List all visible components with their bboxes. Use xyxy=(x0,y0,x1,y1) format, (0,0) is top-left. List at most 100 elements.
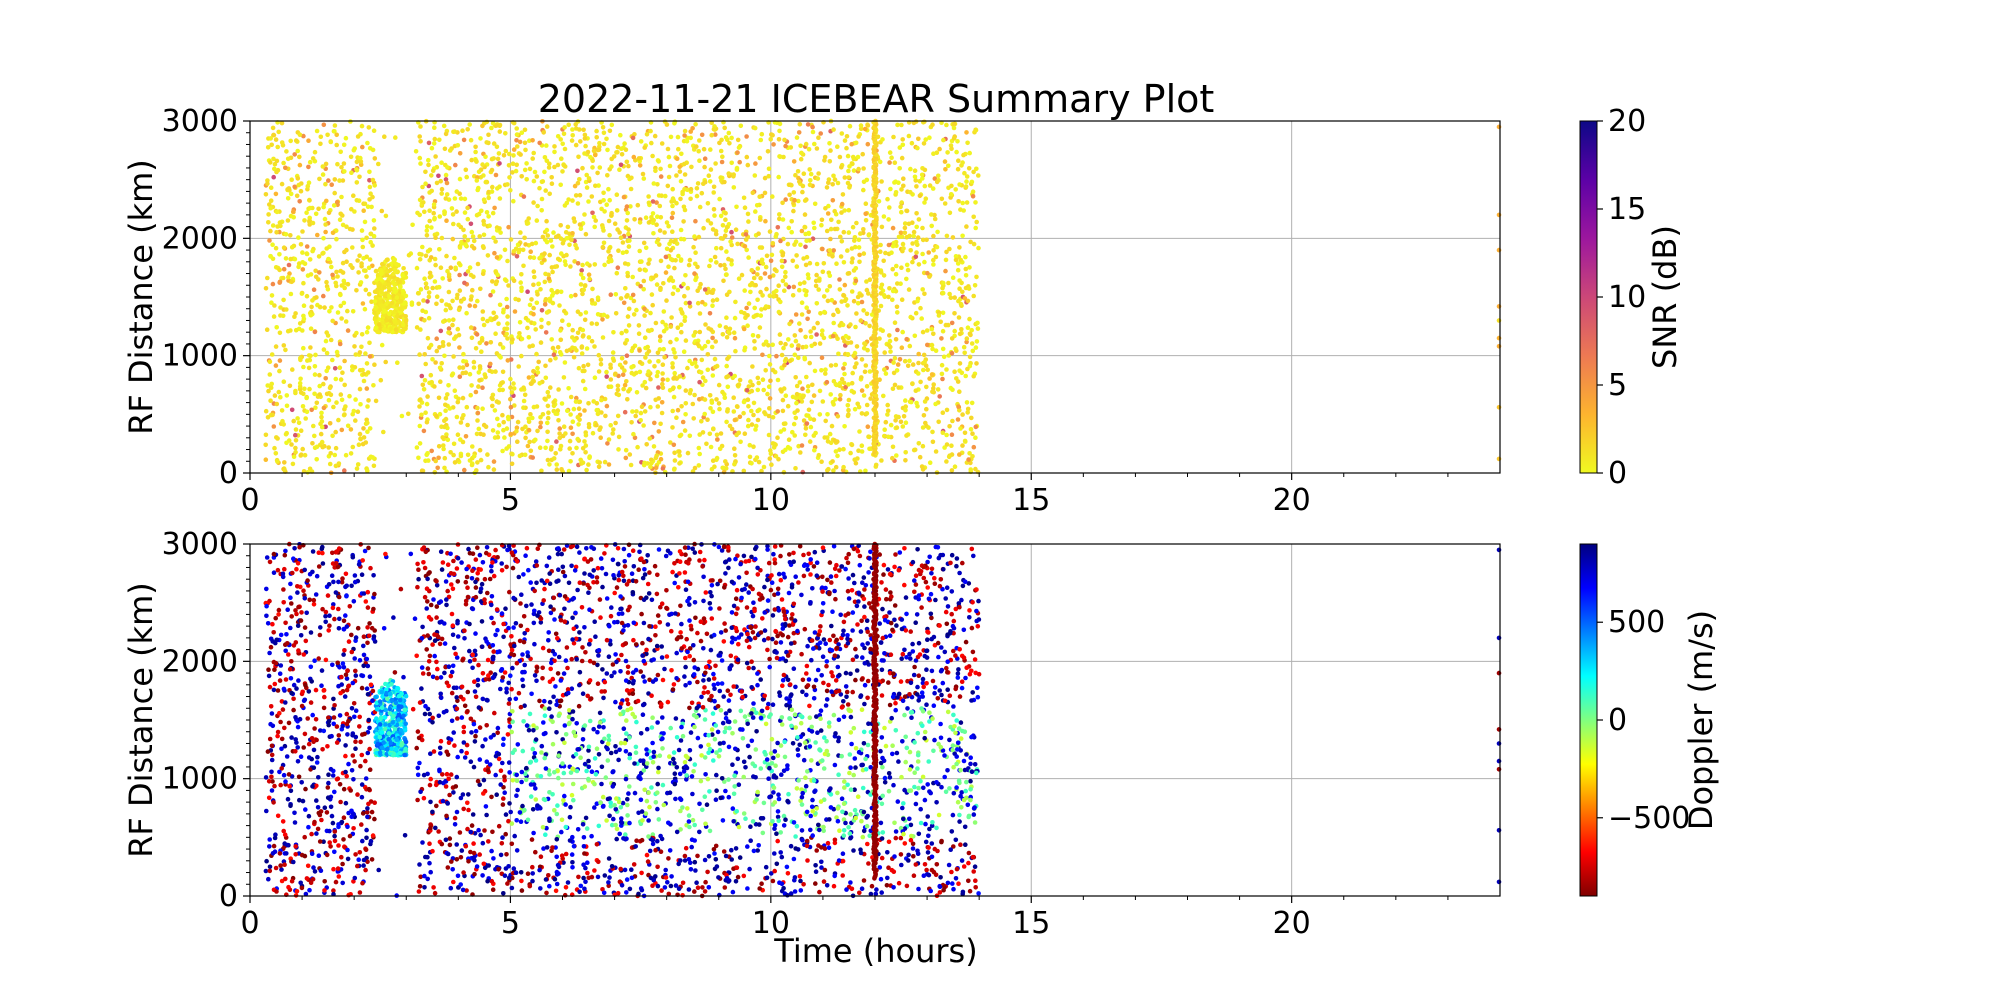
scatter-point xyxy=(963,254,968,260)
scatter-point xyxy=(650,199,656,204)
scatter-point xyxy=(887,338,893,344)
scatter-point xyxy=(301,313,306,319)
scatter-point xyxy=(757,325,763,330)
scatter-point xyxy=(600,225,606,231)
scatter-point xyxy=(463,434,469,439)
scatter-point xyxy=(945,709,951,715)
scatter-point xyxy=(615,144,621,150)
scatter-point xyxy=(575,414,581,420)
scatter-point xyxy=(620,372,626,378)
scatter-point xyxy=(823,206,828,211)
scatter-point xyxy=(812,141,817,147)
scatter-point xyxy=(464,174,470,180)
cluster-point xyxy=(393,288,399,293)
scatter-point xyxy=(335,274,340,279)
scatter-point xyxy=(558,289,564,295)
scatter-point xyxy=(504,331,510,337)
scatter-point xyxy=(850,370,855,376)
scatter-point xyxy=(598,357,604,362)
scatter-point xyxy=(622,261,628,266)
scatter-point xyxy=(327,421,333,426)
scatter-point xyxy=(712,464,717,470)
scatter-point xyxy=(715,437,720,442)
scatter-point xyxy=(811,393,817,398)
scatter-point xyxy=(717,323,723,329)
scatter-point xyxy=(777,154,782,159)
scatter-point xyxy=(509,451,514,457)
scatter-point xyxy=(304,293,310,299)
cluster-point xyxy=(398,299,404,304)
scatter-point xyxy=(858,231,863,236)
scatter-point xyxy=(580,327,586,333)
scatter-point xyxy=(817,412,823,417)
scatter-point xyxy=(551,400,556,405)
scatter-point xyxy=(568,394,574,400)
scatter-point xyxy=(521,194,527,199)
scatter-point xyxy=(503,131,508,136)
scatter-point xyxy=(918,379,923,385)
scatter-point xyxy=(663,322,668,328)
scatter-point xyxy=(837,380,843,386)
scatter-point xyxy=(899,122,904,128)
scatter-point xyxy=(882,367,887,372)
scatter-point xyxy=(832,208,837,214)
scatter-point xyxy=(360,838,365,844)
scatter-point xyxy=(548,357,553,363)
scatter-point xyxy=(579,351,585,356)
scatter-point xyxy=(626,791,631,796)
scatter-point xyxy=(437,247,442,252)
scatter-point xyxy=(455,326,461,332)
scatter-point xyxy=(358,402,363,407)
scatter-point xyxy=(526,375,532,380)
scatter-point xyxy=(954,149,959,155)
scatter-point xyxy=(735,150,740,155)
scatter-point xyxy=(366,125,372,130)
scatter-point xyxy=(563,262,568,268)
scatter-point xyxy=(907,343,913,349)
scatter-point xyxy=(477,378,482,383)
scatter-point xyxy=(718,263,723,268)
scatter-point xyxy=(885,850,890,855)
scatter-point xyxy=(506,224,511,230)
scatter-point xyxy=(821,294,827,299)
scatter-point xyxy=(672,466,677,472)
scatter-point xyxy=(723,228,729,233)
scatter-point xyxy=(725,384,731,390)
scatter-point xyxy=(969,341,975,346)
cluster-point xyxy=(372,298,378,304)
scatter-point xyxy=(293,138,299,143)
scatter-point xyxy=(518,280,523,285)
scatter-point xyxy=(613,807,619,812)
scatter-point xyxy=(272,303,277,308)
scatter-point xyxy=(634,390,640,395)
scatter-point xyxy=(708,444,714,450)
scatter-point xyxy=(864,618,870,623)
scatter-point xyxy=(521,398,527,404)
scatter-point xyxy=(505,336,510,341)
scatter-point xyxy=(887,150,893,155)
scatter-point xyxy=(798,328,803,333)
scatter-point xyxy=(807,182,813,188)
scatter-point xyxy=(619,146,624,151)
scatter-point xyxy=(791,284,797,290)
scatter-point xyxy=(590,165,595,170)
scatter-point xyxy=(697,329,703,335)
scatter-point xyxy=(565,224,571,230)
scatter-point xyxy=(950,387,955,393)
scatter-point xyxy=(497,196,503,201)
scatter-point xyxy=(805,384,811,389)
scatter-point xyxy=(726,130,732,136)
scatter-point xyxy=(608,365,613,371)
scatter-point xyxy=(442,455,448,461)
scatter-point xyxy=(566,386,571,391)
scatter-point xyxy=(273,363,279,368)
scatter-point xyxy=(702,179,708,185)
scatter-point xyxy=(371,383,376,388)
scatter-point xyxy=(355,409,361,415)
scatter-point xyxy=(420,184,425,190)
scatter-point xyxy=(263,286,269,291)
scatter-point xyxy=(682,172,688,177)
scatter-point xyxy=(660,381,665,387)
scatter-point xyxy=(658,174,664,179)
